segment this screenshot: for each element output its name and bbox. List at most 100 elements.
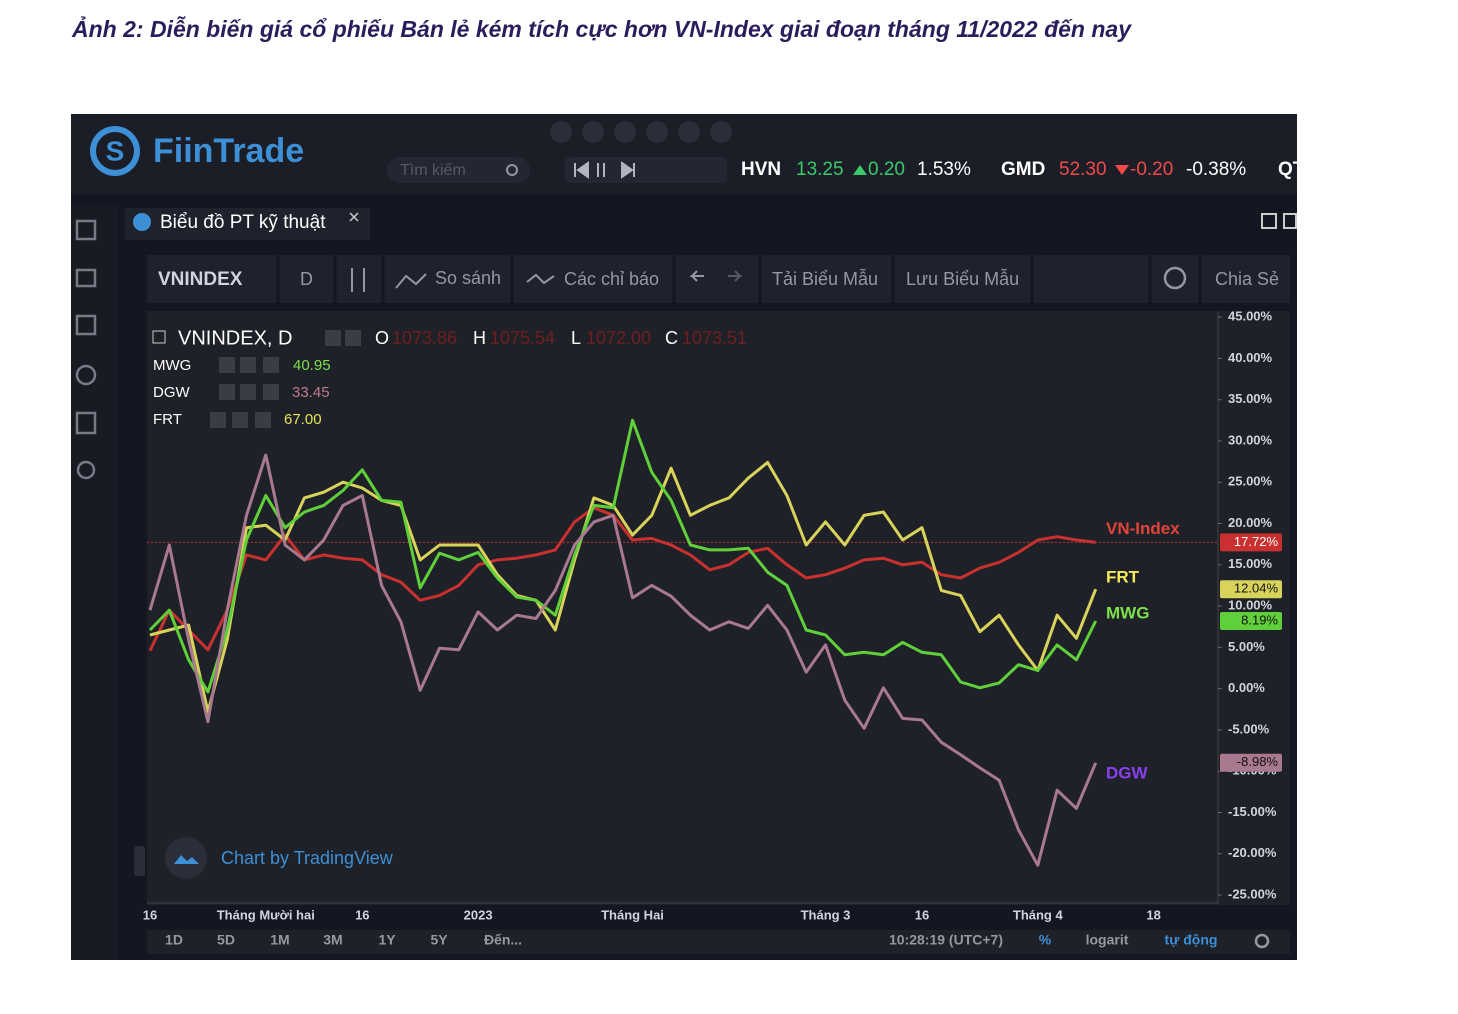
value-badge-label: -8.98% [1237, 754, 1279, 769]
save-template-button[interactable]: Lưu Biểu Mẫu [906, 268, 1019, 289]
redo-button[interactable] [728, 270, 743, 282]
bottom-bar [147, 930, 1290, 954]
search-box[interactable] [387, 157, 530, 183]
value-badge [1220, 580, 1282, 599]
value-badge [1220, 612, 1282, 631]
series-line [148, 418, 1098, 694]
compare-value: 67.00 [284, 411, 322, 428]
x-tick-label: 18 [1146, 907, 1160, 922]
y-tick-label: 10.00% [1228, 598, 1273, 613]
ohlc-value: 1073.86 [392, 328, 457, 348]
undo-button[interactable] [689, 270, 704, 282]
share-button[interactable]: Chia Sẻ [1215, 269, 1279, 289]
x-tick-label: Tháng 4 [1013, 907, 1064, 922]
range-button[interactable]: 1D [165, 932, 183, 948]
ticker-percent: -0.38% [1186, 159, 1246, 180]
ticker-symbol[interactable]: QT [1278, 159, 1305, 180]
ohlc-label: O [375, 328, 389, 348]
tab-title[interactable]: Biểu đồ PT kỹ thuật [160, 212, 326, 233]
ticker-control-icons [574, 161, 635, 179]
compare-button[interactable]: So sánh [435, 268, 501, 288]
percent-toggle[interactable]: % [1039, 932, 1052, 948]
chart-toolbar [147, 255, 1290, 303]
ohlc-label: C [665, 328, 678, 348]
candle-icon[interactable] [351, 268, 365, 292]
chart-area [147, 311, 1290, 905]
ticker-change: 0.20 [868, 159, 905, 180]
up-arrow [853, 165, 867, 175]
value-badge-label: 12.04% [1234, 581, 1279, 596]
value-badge-label: 17.72% [1234, 534, 1279, 549]
value-badge-label: 8.19% [1241, 612, 1278, 627]
y-tick-label: -20.00% [1228, 845, 1277, 860]
series-line [148, 453, 1098, 867]
maximize-icon[interactable] [1283, 213, 1297, 229]
y-tick-label: 30.00% [1228, 432, 1273, 447]
compare-symbol[interactable]: FRT [153, 411, 182, 428]
series-label: VN-Index [1106, 519, 1180, 538]
ohlc-label: L [571, 328, 581, 348]
compare-value: 40.95 [293, 357, 331, 374]
series-line [148, 506, 1096, 652]
ticker-percent: 1.53% [917, 159, 971, 180]
x-tick-label: 2023 [464, 907, 493, 922]
settings-button[interactable] [1163, 266, 1187, 290]
symbol-button[interactable]: VNINDEX [158, 269, 243, 290]
y-tick-label: 20.00% [1228, 515, 1273, 530]
side-toggle[interactable] [134, 846, 145, 876]
collapse-icon[interactable] [152, 330, 166, 344]
indicator-icon [526, 273, 555, 285]
series-label: DGW [1106, 763, 1149, 782]
ticker-price: 13.25 [796, 159, 844, 180]
watermark[interactable]: Chart by TradingView [221, 848, 394, 868]
tab-close[interactable] [349, 212, 359, 222]
ticker-controls[interactable] [565, 157, 727, 183]
search-icon [506, 164, 518, 176]
ohlc-value: 1072.00 [586, 328, 651, 348]
series-label: FRT [1106, 568, 1140, 587]
range-button[interactable]: 5Y [430, 932, 448, 948]
value-badge [1220, 753, 1282, 772]
compare-symbol[interactable]: MWG [153, 357, 191, 374]
load-template-button[interactable]: Tải Biểu Mẫu [772, 268, 878, 289]
popout-icon[interactable] [1261, 213, 1277, 229]
goto-button[interactable]: Đến... [484, 932, 522, 948]
logo-icon-inner [96, 132, 134, 170]
down-arrow [1115, 165, 1129, 175]
compare-symbol[interactable]: DGW [153, 384, 191, 401]
clock: 10:28:19 (UTC+7) [889, 932, 1003, 948]
indicators-button[interactable]: Các chỉ báo [564, 269, 659, 289]
range-button[interactable]: 1Y [378, 932, 396, 948]
logo-text[interactable]: FiinTrade [153, 132, 304, 170]
series-line [149, 460, 1098, 714]
x-tick-label: Tháng 3 [801, 907, 851, 922]
tab-icon [133, 213, 151, 231]
ohlc-value: 1073.51 [682, 328, 747, 348]
compare-icon [395, 273, 427, 289]
y-tick-label: 45.00% [1228, 309, 1273, 324]
tab[interactable] [125, 208, 370, 240]
legend-buttons [210, 330, 361, 428]
logo-mark: S [106, 135, 125, 166]
legend-main[interactable]: VNINDEX, D [178, 327, 292, 349]
ohlc-value: 1075.54 [490, 328, 555, 348]
interval-button[interactable]: D [300, 269, 313, 289]
series-label: MWG [1106, 604, 1149, 623]
toolbar-separators [276, 255, 1202, 303]
x-tick-label: 16 [143, 907, 157, 922]
range-button[interactable]: 5D [217, 932, 235, 948]
watermark-logo [174, 855, 199, 864]
range-button[interactable]: 1M [270, 932, 289, 948]
range-button[interactable]: 3M [323, 932, 342, 948]
log-toggle[interactable]: logarit [1086, 932, 1129, 948]
x-tick-label: Tháng Hai [601, 907, 664, 922]
y-tick-label: 5.00% [1228, 639, 1265, 654]
scale-settings[interactable] [1254, 933, 1270, 949]
ticker-symbol[interactable]: GMD [1001, 159, 1045, 180]
ticker-symbol[interactable]: HVN [741, 159, 781, 180]
y-tick-label: 25.00% [1228, 474, 1273, 489]
auto-toggle[interactable]: tự động [1165, 932, 1218, 948]
y-tick-label: -5.00% [1228, 721, 1270, 736]
watermark-icon [165, 837, 207, 879]
